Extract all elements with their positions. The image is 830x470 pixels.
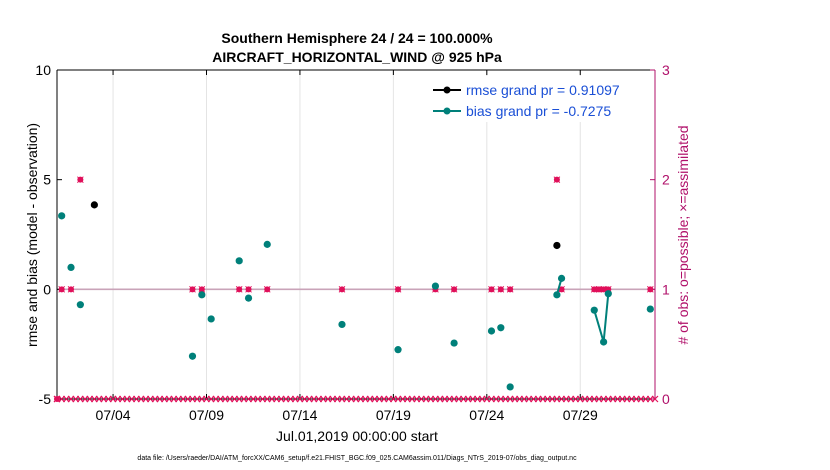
bias-point — [338, 320, 346, 329]
bias-point — [506, 383, 514, 391]
bias-point — [235, 257, 243, 265]
rmse-point — [90, 201, 98, 209]
bias-point — [590, 306, 598, 314]
bias-point — [263, 240, 271, 248]
grid-layer — [112, 70, 581, 399]
bias-point — [604, 290, 612, 298]
obs-count-cross — [245, 285, 252, 293]
bias-point — [207, 315, 215, 323]
y-tick-label-right: 0 — [662, 391, 670, 407]
obs-count-cross — [53, 395, 61, 403]
obs-count-cross — [506, 285, 514, 293]
obs-count-cross — [553, 176, 561, 184]
bias-point — [557, 274, 566, 282]
x-tick-label: 07/24 — [469, 407, 504, 423]
x-tick-label: 07/14 — [282, 407, 317, 423]
bias-point — [198, 291, 206, 299]
data-file-footer: data file: /Users/raeder/DAI/ATM_forcXX/… — [137, 455, 577, 462]
bias-point — [58, 212, 66, 220]
y-tick-label-left: 0 — [43, 281, 51, 297]
obs-count-cross — [394, 285, 402, 293]
bias-point — [487, 327, 496, 335]
legend-bias-text: bias grand pr = -0.7275 — [466, 103, 611, 119]
obs-count-cross — [198, 285, 206, 293]
obs-count-cross — [646, 285, 654, 293]
y-tick-label-right: 2 — [662, 172, 670, 188]
rmse-point — [553, 241, 561, 250]
obs-assimilated-marker — [651, 395, 659, 403]
obs-count-cross — [58, 285, 66, 293]
legend-box — [426, 76, 652, 122]
legend: rmse grand pr = 0.91097 bias grand pr = … — [426, 76, 652, 122]
chart-title: Southern Hemisphere 24 / 24 = 100.000% — [221, 30, 493, 46]
legend-bias-marker — [443, 107, 451, 115]
bias-point — [188, 352, 197, 360]
y-tick-label-right: 3 — [662, 62, 670, 78]
x-tick-label: 07/09 — [189, 407, 224, 423]
x-tick-label: 07/04 — [96, 407, 131, 423]
legend-rmse-marker — [443, 86, 451, 94]
bias-point — [600, 338, 608, 346]
obs-count-cross — [189, 285, 196, 293]
bias-point — [450, 339, 458, 347]
ticks-layer: 07/04 07/09 07/14 07/19 07/24 07/29 -5 0 5 10 0 1 2 3 — [35, 62, 670, 423]
y-axis-label-right: # of obs: o=possible; ×=assimilated — [675, 125, 691, 344]
obs-count-cross — [77, 176, 84, 184]
obs-count-cross — [235, 285, 243, 293]
obs-count-cross — [338, 285, 346, 293]
y-tick-label-left: 10 — [35, 62, 51, 78]
obs-count-cross — [497, 285, 505, 293]
chart-subtitle: AIRCRAFT_HORIZONTAL_WIND @ 925 hPa — [212, 49, 502, 65]
bias-point — [67, 263, 75, 271]
obs-count-cross — [450, 285, 458, 293]
series-layer — [53, 176, 659, 403]
bias-point — [553, 291, 561, 299]
x-tick-label: 07/29 — [563, 407, 598, 423]
obs-count-cross — [67, 285, 75, 293]
x-axis-label: Jul.01,2019 00:00:00 start — [276, 428, 438, 444]
bias-point — [431, 282, 440, 290]
legend-rmse-text: rmse grand pr = 0.91097 — [466, 82, 620, 98]
bias-point — [394, 346, 402, 354]
y-tick-label-right: 1 — [662, 281, 670, 297]
bias-point — [497, 324, 505, 332]
obs-count-cross — [488, 285, 495, 293]
obs-count-cross — [263, 285, 271, 293]
y-tick-label-left: 5 — [43, 172, 51, 188]
x-tick-label: 07/19 — [376, 407, 411, 423]
bias-point — [244, 294, 253, 302]
y-axis-label-left: rmse and bias (model - observation) — [24, 123, 40, 347]
bias-point — [646, 305, 654, 313]
bias-point — [76, 301, 84, 309]
y-tick-label-left: -5 — [39, 391, 52, 407]
